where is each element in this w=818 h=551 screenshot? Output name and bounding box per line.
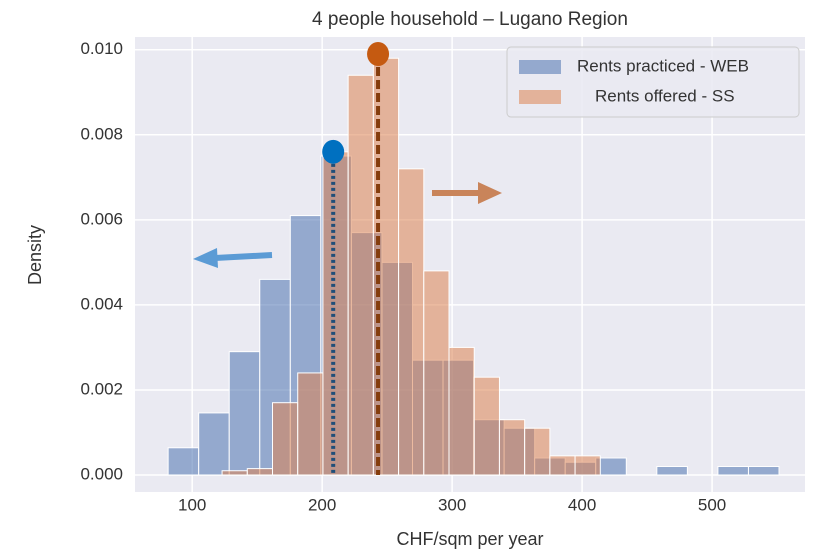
histogram-bar xyxy=(167,447,200,476)
arrow-left xyxy=(193,248,273,268)
histogram-bar xyxy=(246,468,274,476)
x-tick-label: 100 xyxy=(178,495,206,514)
histogram-bar xyxy=(398,168,425,476)
histogram-bar xyxy=(549,455,576,476)
histogram-bar xyxy=(717,465,749,476)
legend-swatch xyxy=(519,90,561,104)
histogram-bar xyxy=(574,455,601,476)
y-tick-label: 0.000 xyxy=(80,464,123,483)
histogram-bar xyxy=(423,270,450,476)
x-tick-label: 200 xyxy=(308,495,336,514)
y-tick-label: 0.004 xyxy=(80,294,123,313)
x-tick-label: 400 xyxy=(568,495,596,514)
y-tick-label: 0.006 xyxy=(80,209,123,228)
y-tick-label: 0.010 xyxy=(80,39,123,58)
x-tick-label: 300 xyxy=(438,495,466,514)
markers xyxy=(322,42,390,475)
mean-dot xyxy=(322,139,345,164)
chart-title: 4 people household – Lugano Region xyxy=(312,9,628,30)
y-tick-label: 0.002 xyxy=(80,379,123,398)
x-axis-label: CHF/sqm per year xyxy=(396,529,543,549)
histogram-bar xyxy=(272,402,299,476)
histogram-bar xyxy=(297,372,324,476)
x-tick-label: 500 xyxy=(698,495,726,514)
histogram-bar xyxy=(747,465,780,476)
bars xyxy=(167,57,780,476)
histogram-bar xyxy=(448,346,475,476)
mean-dot xyxy=(367,42,390,67)
legend: Rents practiced - WEB Rents offered - SS xyxy=(506,46,800,118)
y-tick-label: 0.008 xyxy=(80,124,123,143)
histogram-bar xyxy=(347,74,374,476)
histogram-bar xyxy=(473,376,500,476)
histogram-bar xyxy=(198,412,230,476)
histogram-bar xyxy=(524,427,551,476)
histogram-bar xyxy=(228,351,261,476)
histogram-bar xyxy=(322,151,349,476)
histogram-bar xyxy=(498,419,526,476)
legend-label: Rents practiced - WEB xyxy=(577,56,749,75)
axes: 0.000 0.002 0.004 0.006 0.008 0.010 100 200 300 4… xyxy=(80,39,726,514)
legend-box xyxy=(506,46,800,118)
histogram-bar xyxy=(221,470,248,476)
histogram-bar xyxy=(656,465,688,476)
legend-label: Rents offered - SS xyxy=(595,86,735,105)
y-axis-label: Density xyxy=(25,225,45,285)
arrow-right xyxy=(432,182,502,204)
legend-swatch xyxy=(519,60,561,74)
